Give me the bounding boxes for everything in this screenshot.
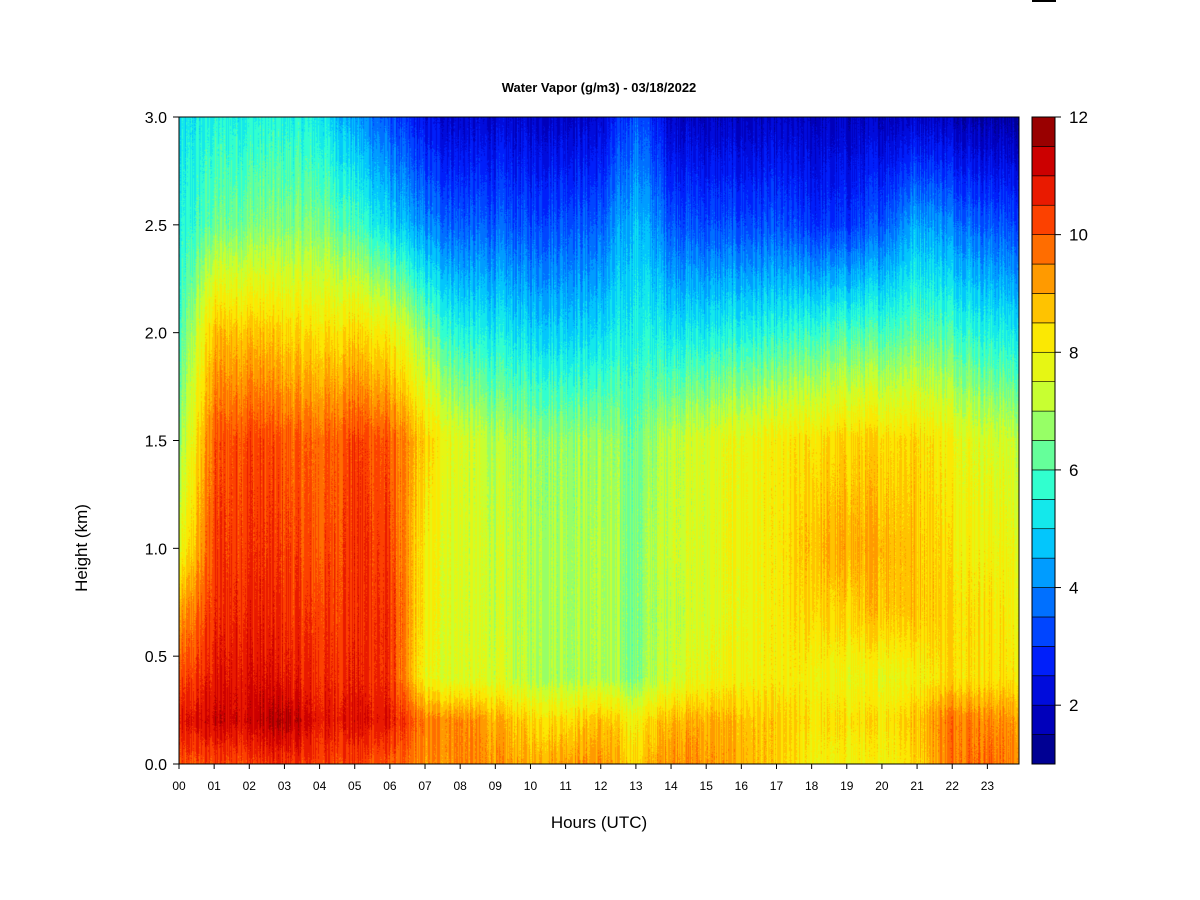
y-tick-label: 3.0: [145, 110, 167, 127]
x-axis-title: Hours (UTC): [550, 813, 648, 832]
colorbar-tick-label: 2: [1069, 696, 1078, 715]
colorbar-level: [1031, 499, 1056, 530]
colorbar-tick-label: 6: [1069, 461, 1078, 480]
colorbar-level: [1031, 293, 1056, 324]
x-tick-label: 17: [770, 779, 784, 793]
y-tick-label: 0.0: [145, 757, 167, 774]
y-tick-label: 2.5: [145, 218, 167, 235]
heatmap-image: [179, 117, 1019, 764]
colorbar-level: [1031, 646, 1056, 677]
x-tick-label: 06: [383, 779, 397, 793]
colorbar-level: [1031, 322, 1056, 353]
colorbar-tick-label: 8: [1069, 343, 1078, 362]
y-tick-label: 2.0: [145, 326, 167, 343]
colorbar: [1031, 116, 1056, 765]
x-tick-label: 12: [594, 779, 608, 793]
colorbar-level: [1031, 175, 1056, 206]
y-tick-label: 1.0: [145, 541, 167, 558]
colorbar-level: [1031, 204, 1056, 235]
x-tick-label: 03: [278, 779, 292, 793]
colorbar-level: [1031, 440, 1056, 471]
colorbar-level: [1031, 234, 1056, 265]
colorbar-level: [1031, 469, 1056, 500]
y-tick-label: 0.5: [145, 649, 167, 666]
x-tick-label: 13: [629, 779, 643, 793]
x-tick-label: 23: [981, 779, 995, 793]
colorbar-frame: [1031, 116, 1056, 765]
x-tick-label: 21: [910, 779, 924, 793]
x-tick-label: 16: [735, 779, 749, 793]
colorbar-level: [1031, 410, 1056, 441]
colorbar-level: [1031, 587, 1056, 618]
chart-title: Water Vapor (g/m3) - 03/18/2022: [501, 80, 697, 95]
x-tick-label: 07: [418, 779, 432, 793]
y-tick-label: 1.5: [145, 434, 167, 451]
colorbar-level: [1031, 528, 1056, 559]
x-tick-label: 10: [524, 779, 538, 793]
colorbar-level: [1031, 351, 1056, 382]
colorbar-level: [1031, 116, 1056, 147]
colorbar-level: [1031, 146, 1056, 177]
x-tick-label: 15: [700, 779, 714, 793]
colorbar-level: [1031, 616, 1056, 647]
x-tick-label: 11: [559, 779, 572, 793]
colorbar-tick-label: 4: [1069, 579, 1078, 598]
x-tick-label: 08: [453, 779, 467, 793]
colorbar-tick-label: 10: [1069, 226, 1088, 245]
y-axis-title: Height (km): [72, 504, 91, 592]
colorbar-level: [1031, 704, 1056, 735]
colorbar-level: [1031, 263, 1056, 294]
x-tick-label: 14: [664, 779, 678, 793]
y-axis: 0.0 0.5 1.0 1.5 2.0 2.5 3.0: [145, 110, 180, 774]
x-tick-label: 19: [840, 779, 854, 793]
x-tick-label: 02: [243, 779, 257, 793]
x-tick-label: 18: [805, 779, 819, 793]
colorbar-axis: 2 4 6 8 10 12: [1055, 108, 1088, 715]
x-axis: 00 01 02 03 04 05 06 07 08 09 10 11 12 13 14 15 16 17 18 19…: [172, 763, 1019, 793]
x-tick-label: 09: [489, 779, 503, 793]
colorbar-level: [1031, 557, 1056, 588]
x-tick-label: 00: [172, 779, 186, 793]
x-tick-label: 01: [207, 779, 221, 793]
colorbar-level: [1031, 734, 1056, 765]
colorbar-level: [1031, 381, 1056, 412]
plot-area: [178, 116, 1020, 765]
x-tick-label: 04: [313, 779, 327, 793]
corner-line-mark: [1032, 0, 1056, 2]
x-tick-label: 22: [946, 779, 960, 793]
colorbar-tick-label: 12: [1069, 108, 1088, 127]
x-tick-label: 20: [875, 779, 889, 793]
x-tick-label: 05: [348, 779, 362, 793]
colorbar-level: [1031, 675, 1056, 706]
